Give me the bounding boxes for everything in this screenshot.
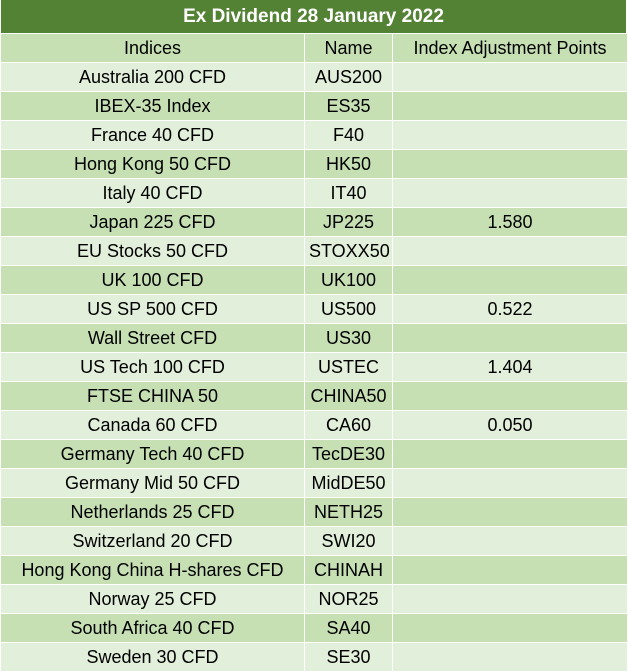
adjustment-points-cell bbox=[392, 381, 628, 411]
table-row: Sweden 30 CFD SE30 bbox=[0, 642, 628, 672]
index-cell: Wall Street CFD bbox=[0, 323, 305, 353]
name-cell: NOR25 bbox=[304, 584, 393, 614]
adjustment-points-cell bbox=[392, 584, 628, 614]
table-row: Norway 25 CFD NOR25 bbox=[0, 584, 628, 614]
table-row: Wall Street CFD US30 bbox=[0, 323, 628, 353]
name-cell: NETH25 bbox=[304, 497, 393, 527]
table-row: Germany Mid 50 CFD MidDE50 bbox=[0, 468, 628, 498]
table-body: Australia 200 CFD AUS200 IBEX-35 Index ES35… bbox=[0, 62, 628, 672]
dividend-table: Indices Name Index Adjustment Points Aus… bbox=[0, 33, 628, 672]
index-cell: Canada 60 CFD bbox=[0, 410, 305, 440]
table-row: Canada 60 CFD CA60 0.050 bbox=[0, 410, 628, 440]
column-header-name: Name bbox=[304, 33, 393, 63]
table-row: Italy 40 CFD IT40 bbox=[0, 178, 628, 208]
adjustment-points-cell bbox=[392, 555, 628, 585]
table-row: South Africa 40 CFD SA40 bbox=[0, 613, 628, 643]
name-cell: UK100 bbox=[304, 265, 393, 295]
index-cell: FTSE CHINA 50 bbox=[0, 381, 305, 411]
name-cell: USTEC bbox=[304, 352, 393, 382]
index-cell: Hong Kong China H-shares CFD bbox=[0, 555, 305, 585]
name-cell: US30 bbox=[304, 323, 393, 353]
name-cell: SA40 bbox=[304, 613, 393, 643]
adjustment-points-cell: 1.404 bbox=[392, 352, 628, 382]
table-row: Netherlands 25 CFD NETH25 bbox=[0, 497, 628, 527]
adjustment-points-cell: 0.522 bbox=[392, 294, 628, 324]
name-cell: ES35 bbox=[304, 91, 393, 121]
table-title: Ex Dividend 28 January 2022 bbox=[0, 0, 627, 33]
table-row: Switzerland 20 CFD SWI20 bbox=[0, 526, 628, 556]
adjustment-points-cell bbox=[392, 497, 628, 527]
table-row: Germany Tech 40 CFD TecDE30 bbox=[0, 439, 628, 469]
column-header-indices: Indices bbox=[0, 33, 305, 63]
adjustment-points-cell bbox=[392, 236, 628, 266]
name-cell: SWI20 bbox=[304, 526, 393, 556]
index-cell: IBEX-35 Index bbox=[0, 91, 305, 121]
adjustment-points-cell bbox=[392, 120, 628, 150]
name-cell: F40 bbox=[304, 120, 393, 150]
adjustment-points-cell bbox=[392, 439, 628, 469]
adjustment-points-cell bbox=[392, 468, 628, 498]
adjustment-points-cell bbox=[392, 149, 628, 179]
index-cell: Australia 200 CFD bbox=[0, 62, 305, 92]
adjustment-points-cell bbox=[392, 265, 628, 295]
index-cell: UK 100 CFD bbox=[0, 265, 305, 295]
name-cell: CHINAH bbox=[304, 555, 393, 585]
adjustment-points-cell bbox=[392, 62, 628, 92]
index-cell: Germany Mid 50 CFD bbox=[0, 468, 305, 498]
index-cell: EU Stocks 50 CFD bbox=[0, 236, 305, 266]
table-row: US Tech 100 CFD USTEC 1.404 bbox=[0, 352, 628, 382]
index-cell: US SP 500 CFD bbox=[0, 294, 305, 324]
adjustment-points-cell bbox=[392, 526, 628, 556]
table-row: IBEX-35 Index ES35 bbox=[0, 91, 628, 121]
table-row: Japan 225 CFD JP225 1.580 bbox=[0, 207, 628, 237]
index-cell: Sweden 30 CFD bbox=[0, 642, 305, 672]
header-row: Indices Name Index Adjustment Points bbox=[0, 33, 628, 63]
adjustment-points-cell bbox=[392, 323, 628, 353]
index-cell: South Africa 40 CFD bbox=[0, 613, 305, 643]
table-row: Australia 200 CFD AUS200 bbox=[0, 62, 628, 92]
table-row: US SP 500 CFD US500 0.522 bbox=[0, 294, 628, 324]
index-cell: Italy 40 CFD bbox=[0, 178, 305, 208]
adjustment-points-cell: 0.050 bbox=[392, 410, 628, 440]
name-cell: HK50 bbox=[304, 149, 393, 179]
table-row: Hong Kong 50 CFD HK50 bbox=[0, 149, 628, 179]
adjustment-points-cell bbox=[392, 613, 628, 643]
name-cell: TecDE30 bbox=[304, 439, 393, 469]
index-cell: France 40 CFD bbox=[0, 120, 305, 150]
table-row: France 40 CFD F40 bbox=[0, 120, 628, 150]
name-cell: IT40 bbox=[304, 178, 393, 208]
name-cell: MidDE50 bbox=[304, 468, 393, 498]
index-cell: Japan 225 CFD bbox=[0, 207, 305, 237]
index-cell: US Tech 100 CFD bbox=[0, 352, 305, 382]
index-cell: Netherlands 25 CFD bbox=[0, 497, 305, 527]
name-cell: CHINA50 bbox=[304, 381, 393, 411]
table-row: FTSE CHINA 50 CHINA50 bbox=[0, 381, 628, 411]
index-cell: Germany Tech 40 CFD bbox=[0, 439, 305, 469]
table-row: UK 100 CFD UK100 bbox=[0, 265, 628, 295]
name-cell: SE30 bbox=[304, 642, 393, 672]
index-cell: Switzerland 20 CFD bbox=[0, 526, 305, 556]
index-cell: Norway 25 CFD bbox=[0, 584, 305, 614]
adjustment-points-cell: 1.580 bbox=[392, 207, 628, 237]
name-cell: STOXX50 bbox=[304, 236, 393, 266]
adjustment-points-cell bbox=[392, 178, 628, 208]
index-cell: Hong Kong 50 CFD bbox=[0, 149, 305, 179]
table-row: EU Stocks 50 CFD STOXX50 bbox=[0, 236, 628, 266]
adjustment-points-cell bbox=[392, 642, 628, 672]
name-cell: JP225 bbox=[304, 207, 393, 237]
column-header-adjustment-points: Index Adjustment Points bbox=[392, 33, 628, 63]
adjustment-points-cell bbox=[392, 91, 628, 121]
table-row: Hong Kong China H-shares CFD CHINAH bbox=[0, 555, 628, 585]
name-cell: CA60 bbox=[304, 410, 393, 440]
name-cell: US500 bbox=[304, 294, 393, 324]
name-cell: AUS200 bbox=[304, 62, 393, 92]
